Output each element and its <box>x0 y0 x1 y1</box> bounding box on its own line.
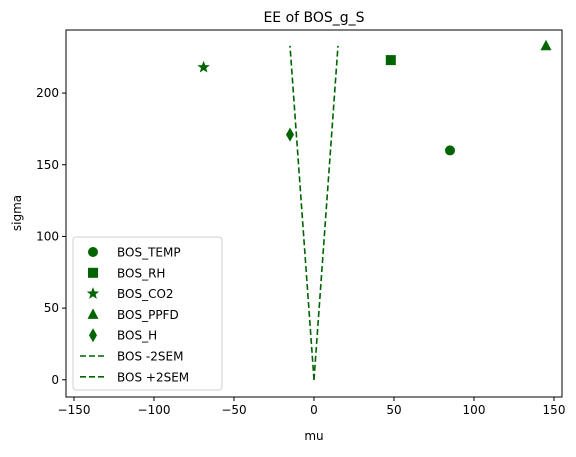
y-tick-label: 100 <box>36 229 59 243</box>
legend-label: BOS_CO2 <box>117 287 174 301</box>
x-tick-label: −100 <box>138 403 171 417</box>
x-tick-label: 100 <box>463 403 486 417</box>
legend-marker <box>89 328 97 343</box>
sem-lines <box>289 45 339 380</box>
sem-line-2 <box>313 45 339 380</box>
point-bos-co2 <box>197 60 210 73</box>
legend-marker <box>88 247 98 257</box>
legend: BOS_TEMP BOS_RH BOS_CO2 BOS_PPFD BOS_H BOS -2… <box>72 236 223 391</box>
legend-label: BOS +2SEM <box>117 370 189 384</box>
legend-label: BOS_RH <box>117 266 165 280</box>
y-tick-label: 0 <box>51 373 59 387</box>
y-tick-label: 50 <box>44 301 59 315</box>
legend-marker <box>88 267 98 278</box>
x-tick-label: −150 <box>58 403 91 417</box>
y-tick-label: 150 <box>36 158 59 172</box>
x-tick-label: −50 <box>221 403 246 417</box>
x-axis-label: mu <box>304 429 323 443</box>
point-bos-h <box>286 127 294 142</box>
x-axis-ticks: −150 −100 −50 0 50 100 150 <box>58 397 566 417</box>
legend-box <box>72 236 223 391</box>
data-points <box>197 39 552 156</box>
legend-label: BOS_TEMP <box>117 246 181 260</box>
legend-marker <box>87 308 99 319</box>
y-axis-ticks: 0 50 100 150 200 <box>36 86 66 387</box>
legend-marker <box>86 287 100 299</box>
y-tick-label: 200 <box>36 86 59 100</box>
point-bos-temp <box>445 145 455 156</box>
legend-label: BOS_PPFD <box>117 308 179 322</box>
x-tick-label: 0 <box>310 403 318 417</box>
legend-label: BOS -2SEM <box>117 350 183 364</box>
x-tick-label: 150 <box>543 403 566 417</box>
legend-label: BOS_H <box>117 329 157 343</box>
x-tick-label: 50 <box>386 403 401 417</box>
chart-title: EE of BOS_g_S <box>263 10 364 26</box>
y-axis-label: sigma <box>10 195 24 231</box>
sem-line-1 <box>289 45 315 380</box>
point-bos-rh <box>385 55 396 66</box>
point-bos-ppfd <box>540 39 552 51</box>
